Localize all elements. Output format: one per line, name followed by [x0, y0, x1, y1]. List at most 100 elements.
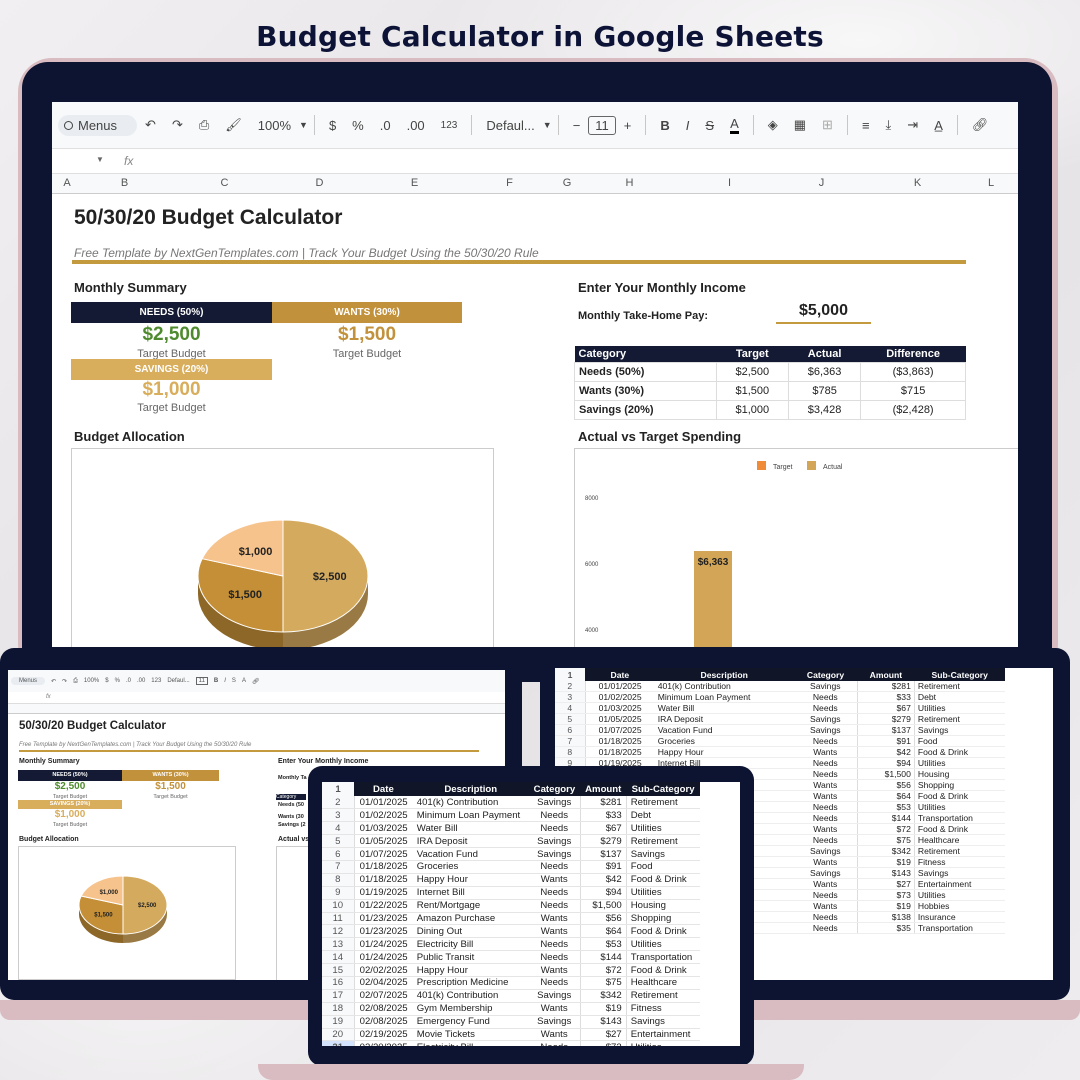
- table-cell[interactable]: 02/04/2025: [354, 976, 413, 990]
- link-icon[interactable]: 🔗︎: [251, 678, 260, 685]
- mini-font-size[interactable]: 11: [195, 677, 208, 685]
- increase-decimal-button[interactable]: .00: [406, 117, 425, 133]
- table-cell[interactable]: Needs: [793, 812, 858, 825]
- link-icon[interactable]: 🔗︎: [971, 117, 989, 132]
- table-cell[interactable]: $72: [856, 823, 915, 836]
- table-cell[interactable]: Rent/Mortgage: [412, 899, 529, 913]
- table-cell[interactable]: 02/08/2025: [354, 1015, 413, 1029]
- table-cell[interactable]: Needs: [793, 735, 858, 748]
- table-cell[interactable]: Housing: [625, 899, 700, 913]
- decrease-decimal-button[interactable]: .0: [379, 117, 391, 133]
- row-number[interactable]: 9: [322, 886, 355, 900]
- pie-slice-savings[interactable]: [80, 875, 124, 906]
- table-cell[interactable]: Needs: [793, 702, 858, 715]
- table-cell[interactable]: Needs: [793, 834, 858, 847]
- table-cell[interactable]: $19: [856, 856, 915, 869]
- table-cell[interactable]: $1,500: [579, 899, 627, 913]
- table-cell[interactable]: 01/07/2025: [585, 724, 655, 737]
- col-header[interactable]: I: [727, 177, 732, 189]
- font-select[interactable]: Defaul...: [486, 117, 535, 133]
- summary-cell[interactable]: $785: [787, 380, 862, 401]
- table-cell[interactable]: Electricity Bill: [412, 937, 529, 952]
- table-cell[interactable]: 01/01/2025: [354, 796, 413, 810]
- mini-strike[interactable]: S: [231, 678, 236, 684]
- row-number[interactable]: 7: [555, 735, 586, 748]
- percent-format-button[interactable]: %: [352, 117, 364, 133]
- table-cell[interactable]: Gym Membership: [412, 1002, 529, 1016]
- table-cell[interactable]: Food & Drink: [625, 873, 700, 887]
- print-icon[interactable]: ⎙: [73, 677, 78, 684]
- table-cell[interactable]: $56: [579, 912, 627, 926]
- table-cell[interactable]: $53: [856, 801, 915, 814]
- table-cell[interactable]: Wants: [528, 912, 581, 926]
- mini-zoom[interactable]: 100%: [83, 678, 100, 684]
- col-header[interactable]: J: [818, 177, 825, 189]
- row-number[interactable]: 16: [322, 976, 355, 990]
- table-cell[interactable]: Needs: [793, 757, 858, 770]
- table-cell[interactable]: Shopping: [625, 912, 700, 926]
- table-cell[interactable]: IRA Deposit: [654, 713, 794, 726]
- row-number[interactable]: 12: [322, 924, 355, 939]
- table-cell[interactable]: Happy Hour: [412, 963, 529, 977]
- vertical-align-icon[interactable]: ⤓: [885, 117, 892, 132]
- number-format-button[interactable]: 123: [440, 119, 458, 131]
- table-cell[interactable]: $342: [579, 989, 627, 1003]
- strikethrough-button[interactable]: S: [705, 117, 715, 133]
- table-cell[interactable]: Wants: [793, 823, 858, 836]
- table-cell[interactable]: Retirement: [913, 845, 1005, 858]
- text-color-button[interactable]: A: [730, 116, 739, 134]
- table-cell[interactable]: Needs: [793, 922, 858, 935]
- table-cell[interactable]: $27: [856, 878, 915, 891]
- table-cell[interactable]: Fitness: [913, 856, 1005, 869]
- table-cell[interactable]: $33: [856, 691, 915, 704]
- table-cell[interactable]: Wants: [793, 779, 858, 792]
- table-cell[interactable]: 401(k) Contribution: [412, 989, 529, 1003]
- table-cell[interactable]: Happy Hour: [412, 873, 529, 887]
- table-cell[interactable]: Wants: [528, 963, 581, 977]
- table-cell[interactable]: $342: [856, 845, 915, 858]
- summary-cell[interactable]: ($3,863): [860, 361, 966, 382]
- table-cell[interactable]: $67: [856, 702, 915, 715]
- row-number[interactable]: 13: [322, 937, 355, 952]
- table-cell[interactable]: $73: [856, 889, 915, 902]
- table-cell[interactable]: Dining Out: [412, 924, 529, 939]
- table-cell[interactable]: Savings: [793, 681, 858, 693]
- mini-text-color[interactable]: A: [241, 678, 246, 684]
- table-cell[interactable]: 02/07/2025: [354, 989, 413, 1003]
- table-cell[interactable]: 01/02/2025: [354, 808, 413, 823]
- row-number[interactable]: 14: [322, 950, 355, 965]
- table-cell[interactable]: Savings: [528, 1015, 581, 1029]
- col-header[interactable]: E: [410, 177, 419, 189]
- table-cell[interactable]: Food & Drink: [913, 823, 1005, 836]
- row-number[interactable]: 21: [322, 1040, 355, 1046]
- row-number[interactable]: 6: [555, 724, 586, 737]
- mini-dec-less[interactable]: .0: [125, 678, 131, 684]
- table-cell[interactable]: 01/02/2025: [585, 691, 655, 704]
- table-cell[interactable]: Savings: [913, 867, 1005, 880]
- table-cell[interactable]: $35: [856, 922, 915, 935]
- table-cell[interactable]: Food: [625, 860, 700, 874]
- pie-slice-wants[interactable]: [78, 895, 124, 935]
- col-header[interactable]: C: [220, 177, 229, 189]
- menus-search[interactable]: Menus: [58, 114, 138, 136]
- table-cell[interactable]: Retirement: [913, 681, 1005, 693]
- row-number[interactable]: 2: [322, 796, 355, 810]
- table-cell[interactable]: Entertainment: [913, 878, 1005, 891]
- row-number[interactable]: 3: [555, 691, 586, 704]
- summary-cell[interactable]: $2,500: [715, 361, 789, 382]
- table-cell[interactable]: $27: [579, 1028, 627, 1042]
- col-header[interactable]: L: [987, 177, 995, 189]
- summary-cell[interactable]: ($2,428): [860, 399, 966, 420]
- table-cell[interactable]: 01/18/2025: [354, 860, 413, 874]
- col-header[interactable]: H: [625, 177, 634, 189]
- table-cell[interactable]: $42: [856, 746, 915, 759]
- table-cell[interactable]: Needs: [528, 976, 581, 990]
- mini-percent[interactable]: %: [114, 678, 120, 684]
- summary-cell[interactable]: Needs (50%): [574, 361, 717, 382]
- pie-slice-needs[interactable]: [122, 875, 168, 935]
- col-header[interactable]: F: [506, 177, 513, 189]
- table-cell[interactable]: $144: [579, 950, 627, 965]
- table-cell[interactable]: 01/05/2025: [354, 834, 413, 849]
- table-cell[interactable]: Savings: [528, 834, 581, 849]
- row-number[interactable]: 5: [555, 713, 586, 726]
